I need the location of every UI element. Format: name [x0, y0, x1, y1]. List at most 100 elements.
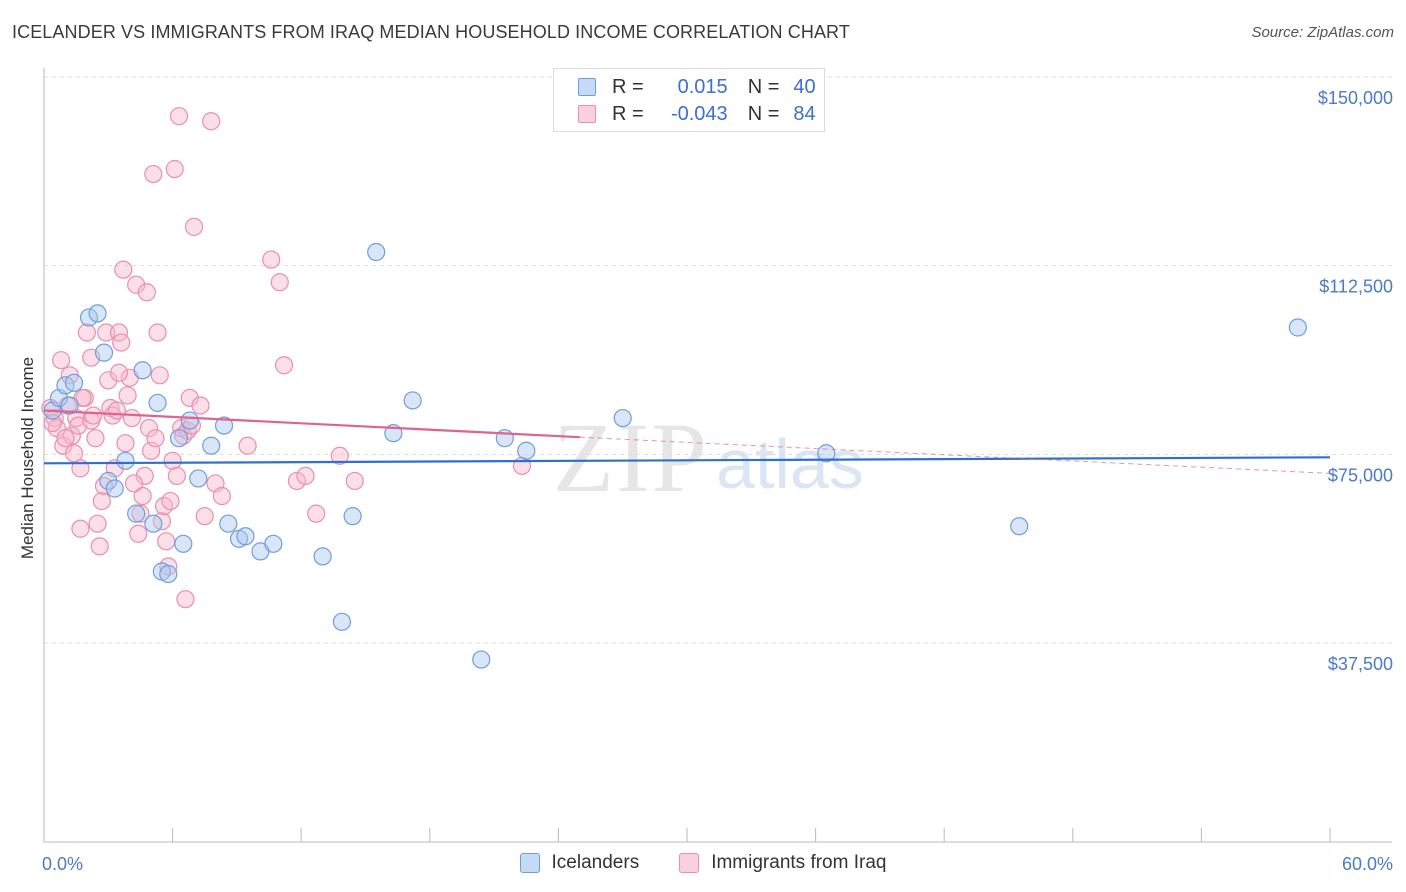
watermark-atlas: atlas — [716, 425, 864, 503]
point-icelanders — [99, 471, 118, 491]
point-iraq — [163, 451, 182, 470]
point-iraq — [238, 436, 257, 455]
legend-label-icelanders: Icelanders — [551, 852, 640, 873]
point-iraq — [167, 466, 186, 486]
point-iraq — [97, 323, 116, 342]
point-iraq — [296, 466, 315, 486]
point-iraq — [150, 366, 169, 385]
stats-legend: R = 0.015 N = 40 R = -0.043 N = 84 — [553, 68, 825, 132]
point-icelanders — [144, 514, 163, 533]
legend-r-value: 0.015 — [677, 75, 728, 98]
point-iraq — [109, 363, 129, 382]
trend-line-iraq-extrapolated — [579, 436, 1331, 474]
point-iraq — [262, 250, 281, 269]
point-icelanders — [817, 444, 836, 463]
point-icelanders — [79, 308, 99, 327]
point-icelanders — [332, 612, 352, 631]
point-icelanders — [472, 650, 491, 669]
point-iraq — [202, 112, 221, 131]
point-iraq — [131, 504, 150, 523]
point-icelanders — [159, 564, 178, 584]
point-iraq — [148, 323, 167, 342]
watermark-zip: ZIP — [553, 402, 709, 513]
series-legend: Icelanders Immigrants from Iraq — [0, 852, 1406, 874]
point-icelanders — [343, 507, 362, 526]
point-iraq — [287, 471, 307, 491]
point-icelanders — [264, 534, 283, 553]
point-iraq — [127, 275, 146, 294]
point-iraq — [52, 351, 71, 370]
legend-swatch-icelanders — [519, 853, 540, 873]
point-iraq — [274, 356, 294, 375]
source-note: Source: ZipAtlas.com — [1251, 24, 1394, 41]
point-iraq — [92, 491, 111, 511]
point-iraq — [512, 456, 532, 475]
point-iraq — [184, 217, 204, 236]
point-icelanders — [60, 396, 79, 415]
point-iraq — [169, 107, 189, 126]
x-tick-label-start: 0.0% — [42, 854, 83, 874]
point-icelanders — [127, 504, 146, 523]
point-icelanders — [180, 411, 199, 430]
point-iraq — [270, 273, 289, 292]
point-iraq — [114, 260, 133, 279]
point-icelanders — [1010, 517, 1029, 536]
point-iraq — [116, 434, 135, 453]
legend-label-iraq: Immigrants from Iraq — [711, 852, 887, 873]
point-iraq — [146, 429, 165, 448]
point-iraq — [118, 386, 137, 405]
point-iraq — [124, 474, 144, 493]
point-iraq — [139, 419, 159, 438]
legend-n-label: N = — [747, 102, 780, 125]
point-icelanders — [133, 361, 152, 380]
point-iraq — [157, 532, 176, 551]
point-icelanders — [219, 514, 238, 533]
legend-swatch-iraq — [679, 853, 700, 873]
point-iraq — [330, 446, 349, 465]
point-iraq — [195, 507, 214, 526]
point-iraq — [90, 537, 109, 556]
trend-line-icelanders — [43, 456, 1331, 465]
point-icelanders — [236, 527, 255, 546]
legend-swatch-pink — [578, 105, 596, 123]
point-iraq — [77, 323, 96, 342]
point-icelanders — [189, 469, 208, 488]
legend-swatch-blue — [578, 78, 596, 96]
point-iraq — [84, 406, 103, 425]
point-icelanders — [148, 393, 167, 413]
legend-n-value: 84 — [793, 102, 816, 125]
legend-r-label: R = — [612, 75, 644, 98]
point-icelanders — [169, 429, 189, 448]
y-tick-label: $150,000 — [1318, 88, 1393, 108]
point-iraq — [112, 333, 131, 352]
legend-item-icelanders[interactable]: Icelanders — [519, 852, 640, 874]
point-icelanders — [403, 391, 422, 410]
point-icelanders — [1288, 318, 1307, 337]
point-icelanders — [64, 373, 84, 392]
legend-row-iraq: R = -0.043 N = 84 — [578, 102, 816, 126]
point-icelanders — [174, 534, 193, 553]
point-iraq — [307, 504, 326, 523]
y-tick-label: $75,000 — [1328, 465, 1393, 485]
y-tick-label: $112,500 — [1319, 277, 1393, 297]
point-iraq — [64, 444, 84, 463]
x-tick-label-end: 60.0% — [1342, 854, 1393, 874]
point-iraq — [135, 466, 154, 486]
point-icelanders — [116, 451, 135, 470]
legend-n-label: N = — [747, 75, 780, 98]
point-iraq — [43, 413, 62, 433]
point-iraq — [88, 514, 107, 533]
point-iraq — [71, 519, 90, 538]
point-icelanders — [214, 416, 234, 435]
point-iraq — [129, 524, 148, 543]
point-icelanders — [517, 441, 536, 460]
trend-line-iraq — [43, 409, 580, 439]
point-iraq — [212, 486, 231, 506]
point-iraq — [165, 159, 184, 179]
legend-item-iraq[interactable]: Immigrants from Iraq — [679, 852, 886, 874]
point-iraq — [144, 164, 163, 184]
point-iraq — [56, 429, 75, 448]
legend-r-value: -0.043 — [670, 102, 728, 125]
point-iraq — [180, 388, 199, 408]
